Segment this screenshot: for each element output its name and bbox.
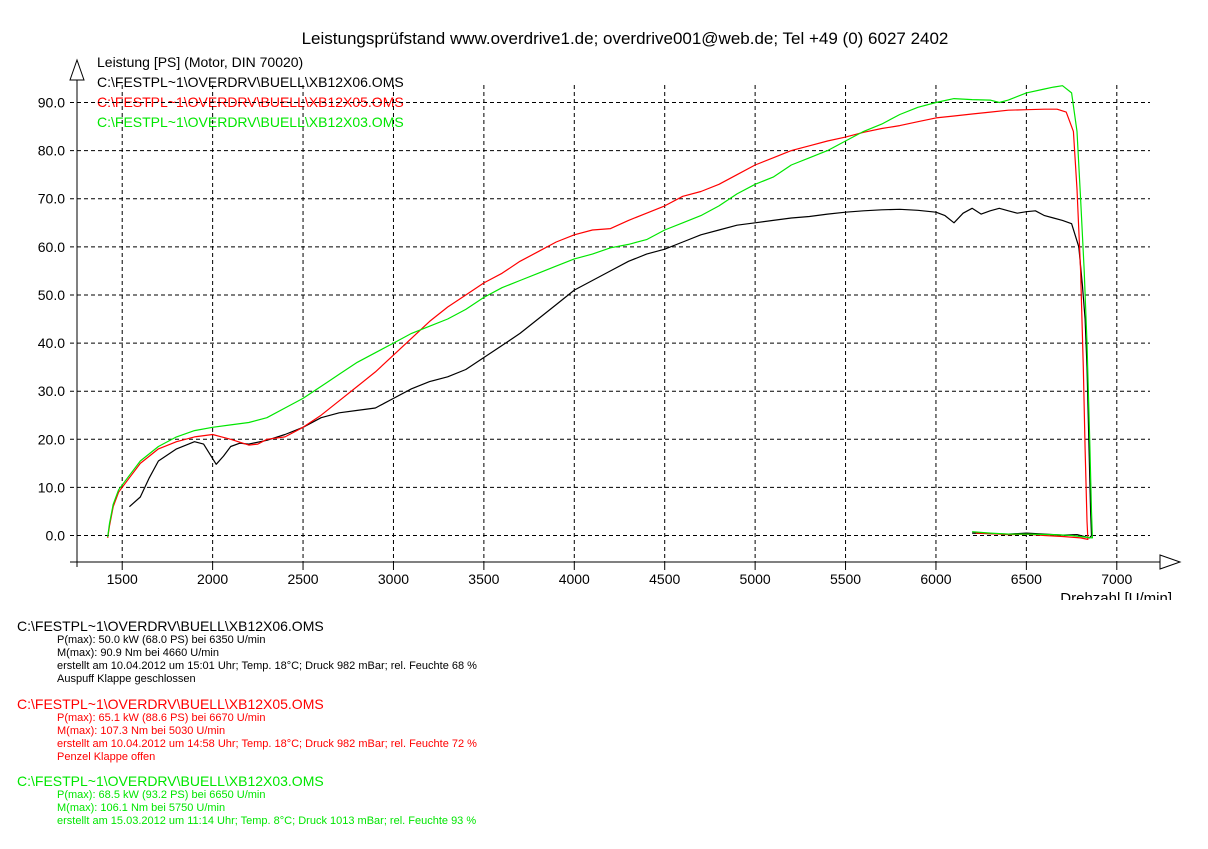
- run-torque-max: M(max): 106.1 Nm bei 5750 U/min: [57, 802, 226, 814]
- run-note: Penzel Klappe offen: [57, 751, 156, 763]
- y-tick-label: 10.0: [38, 479, 65, 495]
- run-torque-max: M(max): 90.9 Nm bei 4660 U/min: [57, 647, 219, 659]
- run-file-name: C:\FESTPL~1\OVERDRV\BUELL\XB12X05.OMS: [17, 696, 324, 712]
- chart-grid: [70, 85, 1150, 562]
- series-line: [107, 85, 1093, 539]
- legend-entry: C:\FESTPL~1\OVERDRV\BUELL\XB12X05.OMS: [97, 94, 404, 110]
- y-tick-label: 20.0: [38, 431, 65, 447]
- chart-title: Leistungsprüfstand www.overdrive1.de; ov…: [302, 29, 949, 48]
- power-chart: Leistungsprüfstand www.overdrive1.de; ov…: [38, 29, 1182, 600]
- run-conditions: erstellt am 10.04.2012 um 15:01 Uhr; Tem…: [57, 660, 477, 672]
- y-tick-label: 30.0: [38, 383, 65, 399]
- run-power-max: P(max): 68.5 kW (93.2 PS) bei 6650 U/min: [57, 789, 266, 801]
- chart-legend: C:\FESTPL~1\OVERDRV\BUELL\XB12X06.OMS C:\…: [97, 74, 404, 130]
- y-tick-label: 80.0: [38, 143, 65, 159]
- series-line: [129, 207, 1093, 539]
- y-axis-arrow: [69, 58, 85, 81]
- x-tick-labels: 1500 2000 2500 3000 3500 4000 4500 5000 5500 6000…: [107, 562, 1133, 587]
- run-note: Auspuff Klappe geschlossen: [57, 673, 196, 685]
- x-tick-label: 2000: [197, 571, 228, 587]
- chart-axes: [69, 58, 1182, 570]
- x-tick-label: 3000: [378, 571, 409, 587]
- run-file-name: C:\FESTPL~1\OVERDRV\BUELL\XB12X03.OMS: [17, 773, 324, 789]
- x-axis-label: Drehzahl [U/min]: [1060, 590, 1172, 600]
- run-torque-max: M(max): 107.3 Nm bei 5030 U/min: [57, 725, 226, 737]
- y-tick-label: 90.0: [38, 94, 65, 110]
- x-tick-label: 2500: [287, 571, 318, 587]
- x-tick-label: 6500: [1011, 571, 1042, 587]
- x-tick-label: 4000: [559, 571, 590, 587]
- chart-series: [107, 85, 1093, 540]
- run-conditions: erstellt am 10.04.2012 um 14:58 Uhr; Tem…: [57, 738, 477, 750]
- series-line: [107, 108, 1089, 540]
- y-tick-label: 60.0: [38, 239, 65, 255]
- run-details-1: C:\FESTPL~1\OVERDRV\BUELL\XB12X06.OMS P(…: [17, 618, 477, 686]
- x-tick-label: 3500: [468, 571, 499, 587]
- x-tick-label: 5000: [740, 571, 771, 587]
- x-tick-label: 6000: [920, 571, 951, 587]
- y-axis-label: Leistung [PS] (Motor, DIN 70020): [97, 54, 303, 70]
- x-axis-arrow: [1159, 554, 1182, 570]
- x-tick-label: 5500: [830, 571, 861, 587]
- legend-entry: C:\FESTPL~1\OVERDRV\BUELL\XB12X03.OMS: [97, 114, 404, 130]
- x-tick-label: 7000: [1101, 571, 1132, 587]
- legend-entry: C:\FESTPL~1\OVERDRV\BUELL\XB12X06.OMS: [97, 74, 404, 90]
- run-conditions: erstellt am 15.03.2012 um 11:14 Uhr; Tem…: [57, 815, 477, 827]
- y-tick-label: 50.0: [38, 287, 65, 303]
- y-tick-label: 40.0: [38, 335, 65, 351]
- run-details-2: C:\FESTPL~1\OVERDRV\BUELL\XB12X05.OMS P(…: [17, 696, 477, 764]
- run-power-max: P(max): 65.1 kW (88.6 PS) bei 6670 U/min: [57, 712, 266, 724]
- run-details-3: C:\FESTPL~1\OVERDRV\BUELL\XB12X03.OMS P(…: [17, 773, 476, 828]
- run-power-max: P(max): 50.0 kW (68.0 PS) bei 6350 U/min: [57, 634, 266, 646]
- x-tick-label: 4500: [649, 571, 680, 587]
- y-tick-label: 70.0: [38, 191, 65, 207]
- y-tick-label: 0.0: [46, 528, 66, 544]
- y-tick-labels: 0.0 10.0 20.0 30.0 40.0 50.0 60.0 70.0 80.0 90.0: [38, 94, 65, 543]
- x-tick-label: 1500: [107, 571, 138, 587]
- run-file-name: C:\FESTPL~1\OVERDRV\BUELL\XB12X06.OMS: [17, 618, 324, 634]
